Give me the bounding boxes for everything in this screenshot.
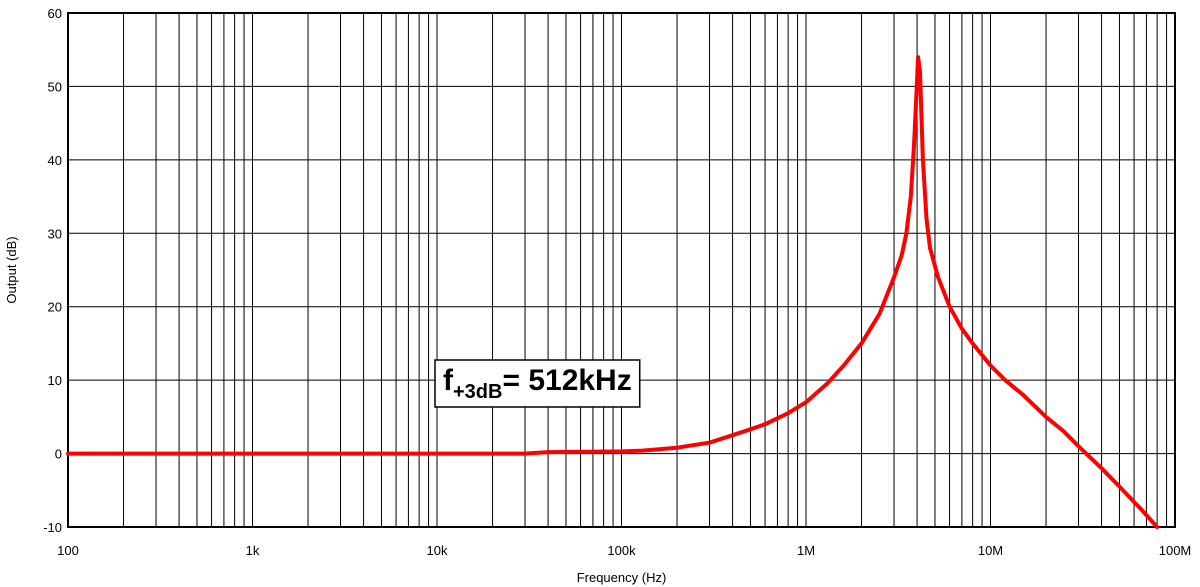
annotation-suffix: = 512kHz <box>502 364 631 397</box>
x-tick-label: 10k <box>427 543 448 558</box>
y-tick-label: 60 <box>48 6 62 21</box>
annotation-f3db: f+3dB= 512kHz <box>434 359 641 408</box>
x-tick-label: 100k <box>607 543 636 558</box>
x-tick-label: 10M <box>978 543 1003 558</box>
y-tick-label: 20 <box>48 300 62 315</box>
x-axis-title: Frequency (Hz) <box>577 570 667 585</box>
y-tick-label: 10 <box>48 373 62 388</box>
y-tick-label: 40 <box>48 153 62 168</box>
y-tick-label: 0 <box>55 447 62 462</box>
y-axis-title: Output (dB) <box>4 236 19 303</box>
annotation-text: f+3dB= 512kHz <box>443 364 632 403</box>
y-tick-label: 50 <box>48 79 62 94</box>
x-tick-label: 100M <box>1159 543 1192 558</box>
x-tick-label: 100 <box>57 543 79 558</box>
y-tick-label: 30 <box>48 226 62 241</box>
plot-frame <box>67 12 1176 528</box>
grid <box>67 12 1175 528</box>
y-tick-label: -10 <box>43 520 62 535</box>
annotation-box <box>434 359 641 408</box>
x-tick-labels: 100 1k 10k 100k 1M 10M 100M <box>57 543 1191 558</box>
y-tick-labels: -10 0 10 20 30 40 50 60 <box>43 6 62 535</box>
x-tick-label: 1k <box>246 543 260 558</box>
annotation-subscript: +3dB <box>453 381 502 403</box>
annotation-main: f <box>443 364 454 397</box>
x-tick-label: 1M <box>797 543 815 558</box>
series-line-output <box>66 55 1160 529</box>
